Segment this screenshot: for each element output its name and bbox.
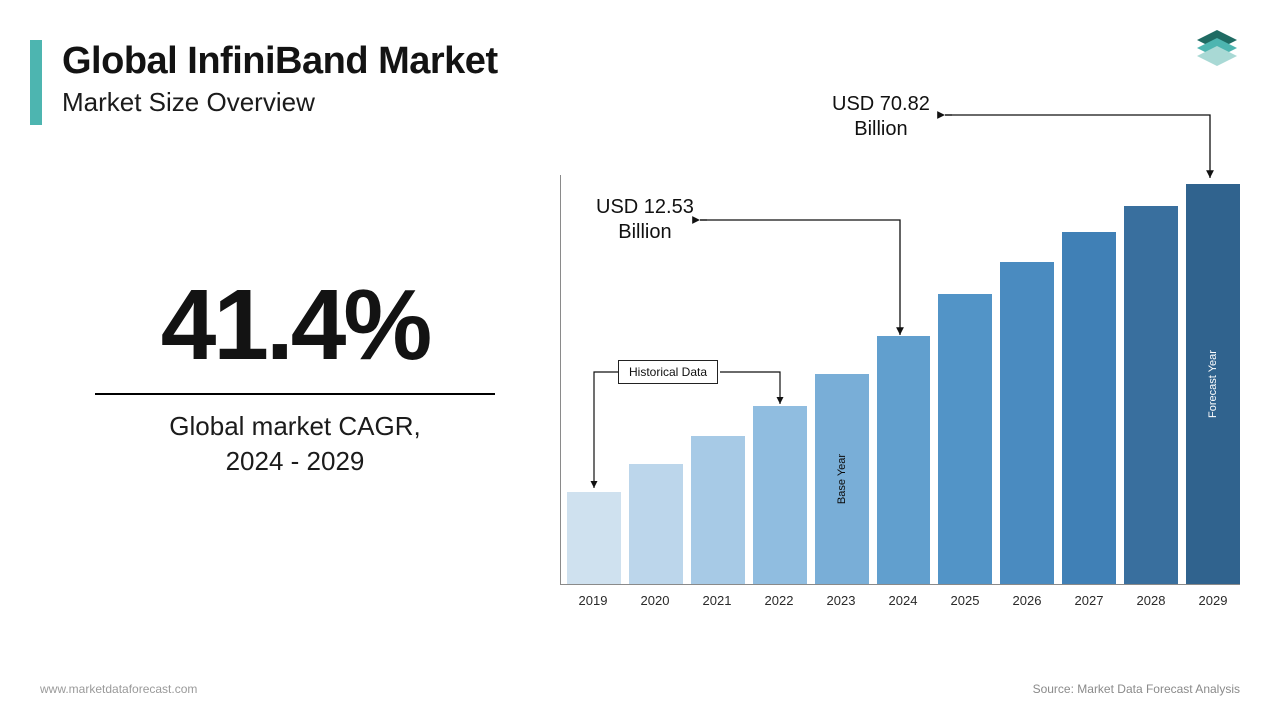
bar — [629, 464, 683, 584]
bar-inline-label: Base Year — [836, 454, 848, 504]
x-axis-label: 2029 — [1186, 593, 1240, 608]
bar — [1062, 232, 1116, 584]
x-axis-label: 2022 — [752, 593, 806, 608]
bar — [1000, 262, 1054, 584]
x-axis-label: 2021 — [690, 593, 744, 608]
bar-inline-label: Forecast Year — [1207, 350, 1219, 418]
x-axis-label: 2027 — [1062, 593, 1116, 608]
x-axis-labels: 2019 2020 2021 2022 2023 2024 2025 2026 2027 2028… — [566, 593, 1246, 608]
x-axis-label: 2025 — [938, 593, 992, 608]
bar-row: Base Year Forecast Year — [560, 175, 1240, 585]
website-url: www.marketdataforecast.com — [40, 682, 197, 696]
x-axis-label: 2026 — [1000, 593, 1054, 608]
source-attribution: Source: Market Data Forecast Analysis — [1033, 682, 1240, 696]
bar — [691, 436, 745, 584]
bar — [567, 492, 621, 584]
bar: Base Year — [815, 374, 869, 584]
x-axis-label: 2019 — [566, 593, 620, 608]
x-axis-label: 2023 — [814, 593, 868, 608]
bar — [938, 294, 992, 584]
bar-chart: Base Year Forecast Year 2019 2020 2021 2022 2… — [560, 180, 1240, 640]
x-axis-label: 2020 — [628, 593, 682, 608]
bar — [877, 336, 931, 584]
x-axis-label: 2028 — [1124, 593, 1178, 608]
bar — [753, 406, 807, 584]
x-axis-label: 2024 — [876, 593, 930, 608]
bar — [1124, 206, 1178, 584]
bar: Forecast Year — [1186, 184, 1240, 584]
